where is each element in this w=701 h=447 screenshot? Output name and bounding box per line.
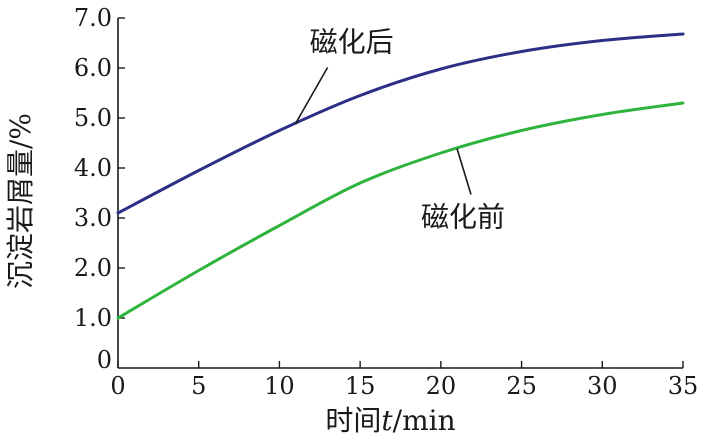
- y-axis-label: 沉淀岩屑量/%: [4, 113, 37, 289]
- x-tick-label: 10: [264, 372, 295, 400]
- series-line: [116, 101, 685, 320]
- x-tick-label: 20: [426, 372, 457, 400]
- y-tick-label: 3.0: [74, 204, 112, 232]
- x-axis-label-prefix: 时间: [325, 404, 381, 437]
- annotation-label: 磁化后: [310, 26, 394, 59]
- series-group: [116, 32, 685, 320]
- series-line: [116, 32, 685, 215]
- annotation-leader: [456, 148, 472, 195]
- x-tick-label: 30: [587, 372, 618, 400]
- y-tick-label: 7.0: [74, 4, 112, 32]
- axes: [117, 18, 683, 369]
- y-tick-label: 2.0: [74, 254, 112, 282]
- x-tick-label: 5: [191, 372, 206, 400]
- y-tick-label: 0: [97, 346, 112, 374]
- x-axis-label-var: t: [381, 404, 393, 437]
- y-tick-label: 5.0: [74, 104, 112, 132]
- x-axis-label-unit: /min: [393, 404, 456, 437]
- ticks: 0 5 10 15 20 25 30 35 0 1.0 2.0 3.0 4.0 5.0 6.0 7.0: [74, 4, 698, 400]
- y-tick-label: 1.0: [74, 304, 112, 332]
- x-tick-label: 15: [345, 372, 376, 400]
- annotation-label: 磁化前: [421, 201, 505, 234]
- y-tick-label: 4.0: [74, 154, 112, 182]
- x-tick-label: 35: [668, 372, 699, 400]
- y-tick-label: 6.0: [74, 54, 112, 82]
- annotation-leader: [294, 67, 329, 124]
- x-tick-label: 25: [506, 372, 537, 400]
- x-axis-label: 时间t/min: [325, 404, 455, 437]
- x-tick-label: 0: [110, 372, 125, 400]
